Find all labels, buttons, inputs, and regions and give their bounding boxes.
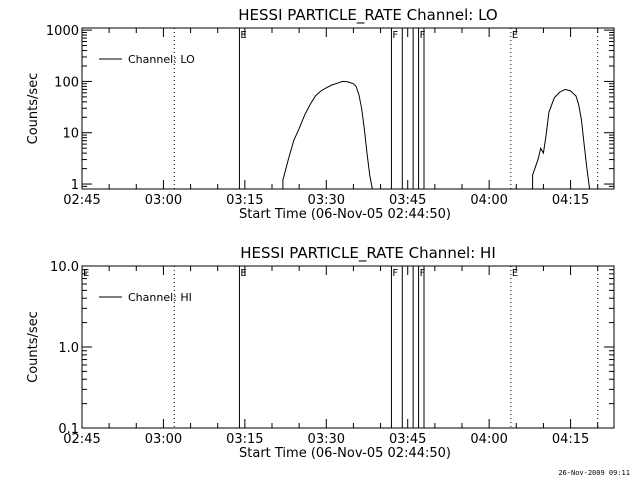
x-tick-label: 04:00 [470,432,507,447]
x-tick-label: 04:00 [470,193,507,208]
event-marker-label: E [240,268,246,279]
y-tick-label: 10 [62,127,79,142]
x-axis-label: Start Time (06-Nov-05 02:44:50) [239,207,451,222]
chart-title: HESSI PARTICLE_RATE Channel: HI [240,244,496,263]
y-axis-label: Counts/sec [26,311,41,383]
x-tick-label: 04:15 [552,432,589,447]
x-tick-label: 03:45 [389,432,426,447]
x-tick-label: 03:00 [145,193,182,208]
x-tick-label: 03:45 [389,193,426,208]
event-marker-label: E [240,30,246,41]
y-tick-label: 100 [54,75,79,90]
x-tick-label: 02:45 [63,432,100,447]
event-marker-label: F [392,268,398,279]
chart-title: HESSI PARTICLE_RATE Channel: LO [238,6,497,25]
x-tick-label: 04:15 [552,193,589,208]
legend-label: Channel: LO [128,53,195,66]
event-marker-label: E [512,30,518,41]
series-line [532,88,591,190]
x-tick-label: 03:30 [308,193,345,208]
x-tick-label: 03:15 [226,432,263,447]
y-tick-label: 1.0 [58,341,79,356]
x-tick-label: 02:45 [63,193,100,208]
y-tick-label: 1000 [46,24,79,39]
legend-label: Channel: HI [128,291,192,304]
y-tick-label: 0.1 [58,422,79,437]
x-tick-label: 03:30 [308,432,345,447]
y-tick-label: 1 [71,178,79,193]
event-marker-label: F [420,30,426,41]
x-axis-label: Start Time (06-Nov-05 02:44:50) [239,446,451,461]
generation-timestamp: 26-Nov-2009 09:11 [558,469,630,477]
event-marker-label: E [512,268,518,279]
event-marker-label: F [420,268,426,279]
y-axis-label: Counts/sec [26,73,41,145]
x-tick-label: 03:15 [226,193,263,208]
event-marker-label: F [392,30,398,41]
x-tick-label: 03:00 [145,432,182,447]
y-tick-label: 10.0 [50,260,79,275]
series-line [282,80,373,190]
event-marker-label: E [83,268,89,279]
